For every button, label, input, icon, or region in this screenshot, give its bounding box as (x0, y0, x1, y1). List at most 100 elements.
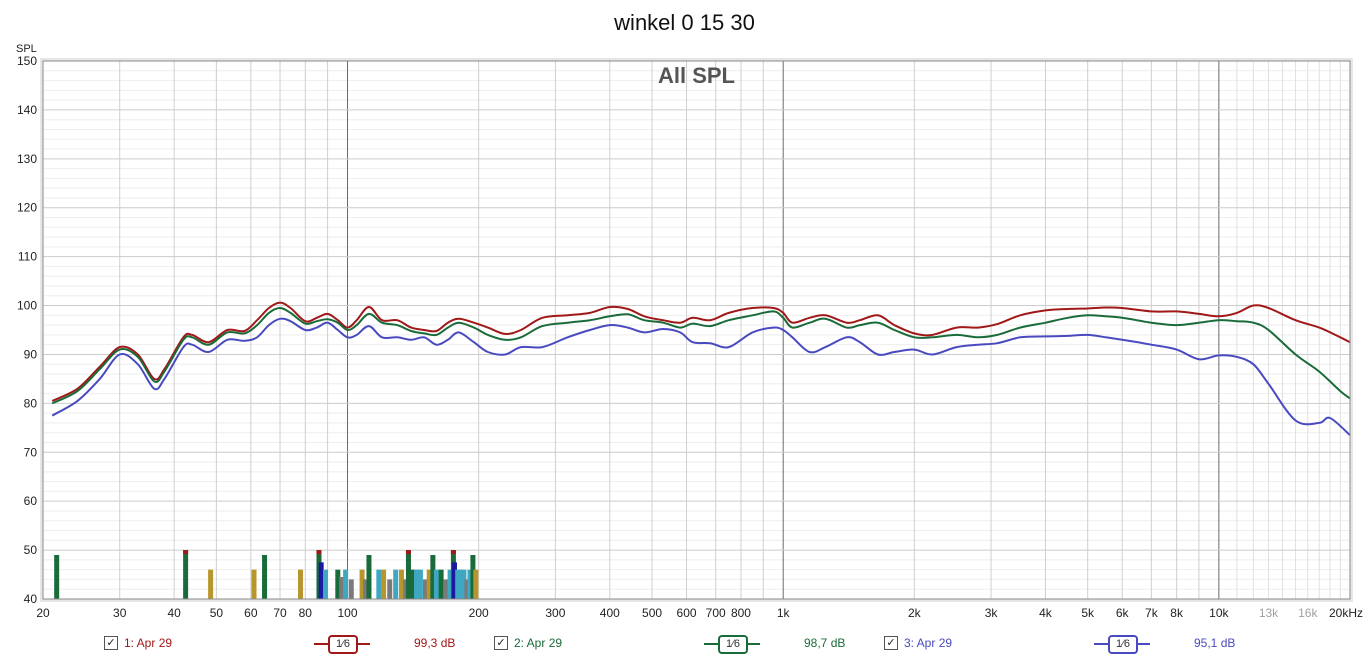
peak-marker-bar (417, 569, 423, 599)
peak-marker-bar (410, 569, 416, 599)
x-tick-label: 16k (1298, 606, 1318, 620)
peak-marker-bar (467, 569, 473, 599)
y-tick-label: 100 (17, 299, 37, 313)
x-tick-label: 4k (1039, 606, 1053, 620)
peak-marker-bar (405, 550, 411, 599)
x-tick-label: 80 (299, 606, 313, 620)
y-tick-label: 110 (18, 250, 37, 264)
x-tick-label: 3k (985, 606, 999, 620)
peak-marker-bar (447, 569, 453, 599)
peak-marker-cap (450, 550, 456, 555)
peak-marker-bar (366, 554, 372, 599)
peak-marker-bar (376, 569, 382, 599)
peak-marker-cap (183, 550, 189, 555)
series-3-checkbox[interactable]: ✓ (884, 636, 898, 650)
series-2-level: 98,7 dB (804, 636, 846, 650)
peak-marker-bar (262, 554, 268, 599)
peak-marker-bar (359, 569, 365, 599)
x-tick-label: 5k (1081, 606, 1095, 620)
series-line-2 (51, 306, 1351, 405)
series-1-smoothing-label: 1⁄6 (328, 635, 358, 654)
peak-marker-cap (405, 550, 411, 555)
legend-bar: ✓ 1: Apr 29 1⁄6 99,3 dB ✓ 2: Apr 29 1⁄6 … (0, 634, 1369, 654)
x-tick-label: 6k (1116, 606, 1130, 620)
peak-marker-bar (451, 562, 457, 599)
x-tick-label: 20 (36, 606, 50, 620)
x-tick-label: 600 (677, 606, 697, 620)
series-line-1 (51, 301, 1351, 402)
y-tick-label: 80 (24, 396, 38, 410)
series-2-checkbox[interactable]: ✓ (494, 636, 508, 650)
series-3-label: 3: Apr 29 (904, 636, 953, 650)
peak-marker-bar (473, 569, 479, 599)
series-3-smoothing-button[interactable]: 1⁄6 (1094, 634, 1150, 654)
peak-marker-bar (414, 569, 420, 599)
peak-marker-bar (461, 569, 467, 599)
x-tick-label: 100 (338, 606, 358, 620)
peak-marker-bar (339, 576, 345, 599)
peak-marker-bar (387, 579, 393, 599)
peak-marker-bar (251, 569, 257, 599)
x-tick-label: 40 (167, 606, 181, 620)
series-3-smoothing-label: 1⁄6 (1108, 635, 1138, 654)
peak-marker-bar (348, 579, 354, 599)
series-2-smoothing-label: 1⁄6 (718, 635, 748, 654)
peak-marker-bar (458, 569, 464, 599)
series-1-checkbox[interactable]: ✓ (104, 636, 118, 650)
plot-area (43, 61, 1350, 599)
x-tick-label: 500 (642, 606, 662, 620)
x-tick-label: 20kHz (1329, 606, 1363, 620)
y-tick-label: 130 (17, 152, 37, 166)
peak-marker-bar (443, 579, 449, 599)
peak-marker-cap (316, 550, 322, 555)
peak-marker-bar (438, 569, 444, 599)
series-3-level: 95,1 dB (1194, 636, 1236, 650)
peak-marker-bar (381, 569, 387, 599)
peak-marker-bar (403, 579, 409, 599)
series-2-smoothing-button[interactable]: 1⁄6 (704, 634, 760, 654)
peak-marker-bar (318, 562, 324, 599)
series-1-level: 99,3 dB (414, 636, 456, 650)
plot-inner-label: All SPL (658, 63, 735, 88)
peak-marker-bar (54, 554, 60, 599)
x-tick-label: 400 (600, 606, 620, 620)
series-1-smoothing-button[interactable]: 1⁄6 (314, 634, 370, 654)
series-1-label: 1: Apr 29 (124, 636, 173, 650)
series-line-3 (51, 317, 1351, 436)
y-tick-label: 40 (24, 592, 38, 606)
x-tick-label: 13k (1259, 606, 1279, 620)
peak-marker-bar (343, 569, 349, 599)
x-tick-label: 70 (273, 606, 287, 620)
chart-title: winkel 0 15 30 (614, 10, 755, 35)
x-tick-label: 8k (1170, 606, 1184, 620)
peak-marker-bar (464, 579, 470, 599)
y-tick-label: 150 (17, 54, 37, 68)
y-tick-label: 50 (24, 543, 38, 557)
y-tick-label: 70 (24, 445, 38, 459)
y-tick-label: 90 (24, 347, 38, 361)
x-tick-label: 200 (469, 606, 489, 620)
peak-marker-bar (298, 569, 304, 599)
peak-marker-bar (433, 569, 439, 599)
series-2-label: 2: Apr 29 (514, 636, 563, 650)
x-tick-label: 30 (113, 606, 127, 620)
x-tick-label: 50 (210, 606, 224, 620)
peak-marker-bar (183, 550, 189, 599)
y-tick-label: 60 (24, 494, 38, 508)
x-tick-label: 800 (731, 606, 751, 620)
peak-marker-bar (455, 569, 461, 599)
peak-marker-bar (422, 579, 428, 599)
x-tick-label: 7k (1145, 606, 1159, 620)
peak-marker-bar (208, 569, 214, 599)
x-tick-label: 10k (1209, 606, 1229, 620)
x-tick-label: 300 (545, 606, 565, 620)
plot-border (42, 60, 1351, 600)
peak-marker-bar (470, 554, 476, 599)
peak-marker-bar (398, 569, 404, 599)
peak-marker-bar (430, 554, 436, 599)
y-tick-label: 140 (17, 103, 37, 117)
x-tick-label: 700 (706, 606, 726, 620)
peak-marker-bar (393, 569, 399, 599)
x-tick-label: 2k (908, 606, 922, 620)
